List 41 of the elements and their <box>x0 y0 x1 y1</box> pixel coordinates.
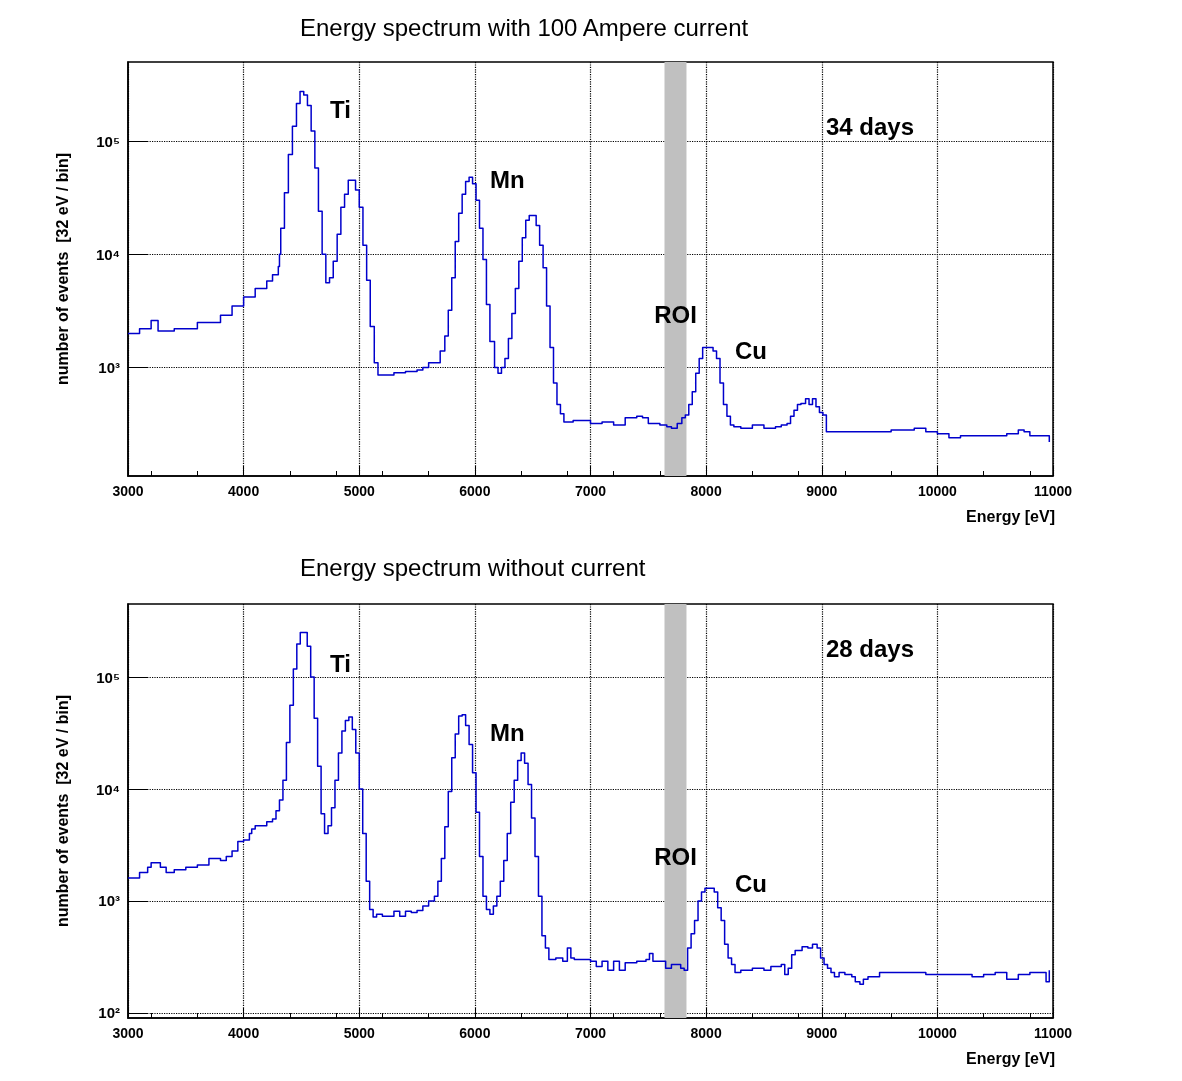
x-tick-label: 8000 <box>690 483 722 499</box>
y-axis-title: number of events [32 eV / bin] <box>53 152 71 386</box>
annotation: Mn <box>490 718 525 746</box>
x-tick-label: 3000 <box>112 1025 144 1041</box>
x-tick-label: 11000 <box>1033 1025 1073 1041</box>
band-label: ROI <box>654 843 697 871</box>
x-tick-label: 9000 <box>806 1025 838 1041</box>
x-tick-label: 10000 <box>917 1025 958 1041</box>
x-axis-title: Energy [eV] <box>966 507 1055 525</box>
annotation: Cu <box>735 869 767 897</box>
y-tick-label: 10⁵ <box>96 668 120 686</box>
x-tick-label: 3000 <box>112 483 144 499</box>
annotation: Ti <box>330 95 351 123</box>
annotation: 28 days <box>826 634 915 662</box>
chart-title: Energy spectrum without current <box>300 553 646 581</box>
y-tick-label: 10⁵ <box>96 132 120 150</box>
x-tick-label: 6000 <box>459 1025 491 1041</box>
x-tick-label: 7000 <box>574 483 607 499</box>
x-tick-label: 4000 <box>228 483 260 499</box>
y-tick-label: 10³ <box>98 892 120 910</box>
x-tick-label: 8000 <box>690 1025 722 1041</box>
annotation: Ti <box>330 649 351 677</box>
band-label: ROI <box>654 301 697 329</box>
x-tick-label: 4000 <box>228 1025 260 1041</box>
y-tick-label: 10⁴ <box>95 245 120 263</box>
x-axis-title: Energy [eV] <box>966 1049 1055 1067</box>
x-tick-label: 10000 <box>917 483 958 499</box>
x-tick-label: 9000 <box>806 483 838 499</box>
x-tick-label: 5000 <box>343 1025 376 1041</box>
chart-title: Energy spectrum with 100 Ampere current <box>300 13 749 41</box>
y-axis-title: number of events [32 eV / bin] <box>53 694 71 928</box>
annotation: Mn <box>490 165 525 193</box>
x-tick-label: 6000 <box>459 483 491 499</box>
y-tick-label: 10⁴ <box>95 780 120 798</box>
annotation: 34 days <box>826 112 915 140</box>
x-tick-label: 7000 <box>574 1025 607 1041</box>
x-tick-label: 11000 <box>1033 483 1073 499</box>
x-tick-label: 5000 <box>343 483 376 499</box>
y-tick-label: 10³ <box>98 359 120 376</box>
y-tick-label: 10² <box>98 1004 120 1022</box>
annotation: Cu <box>735 336 767 364</box>
